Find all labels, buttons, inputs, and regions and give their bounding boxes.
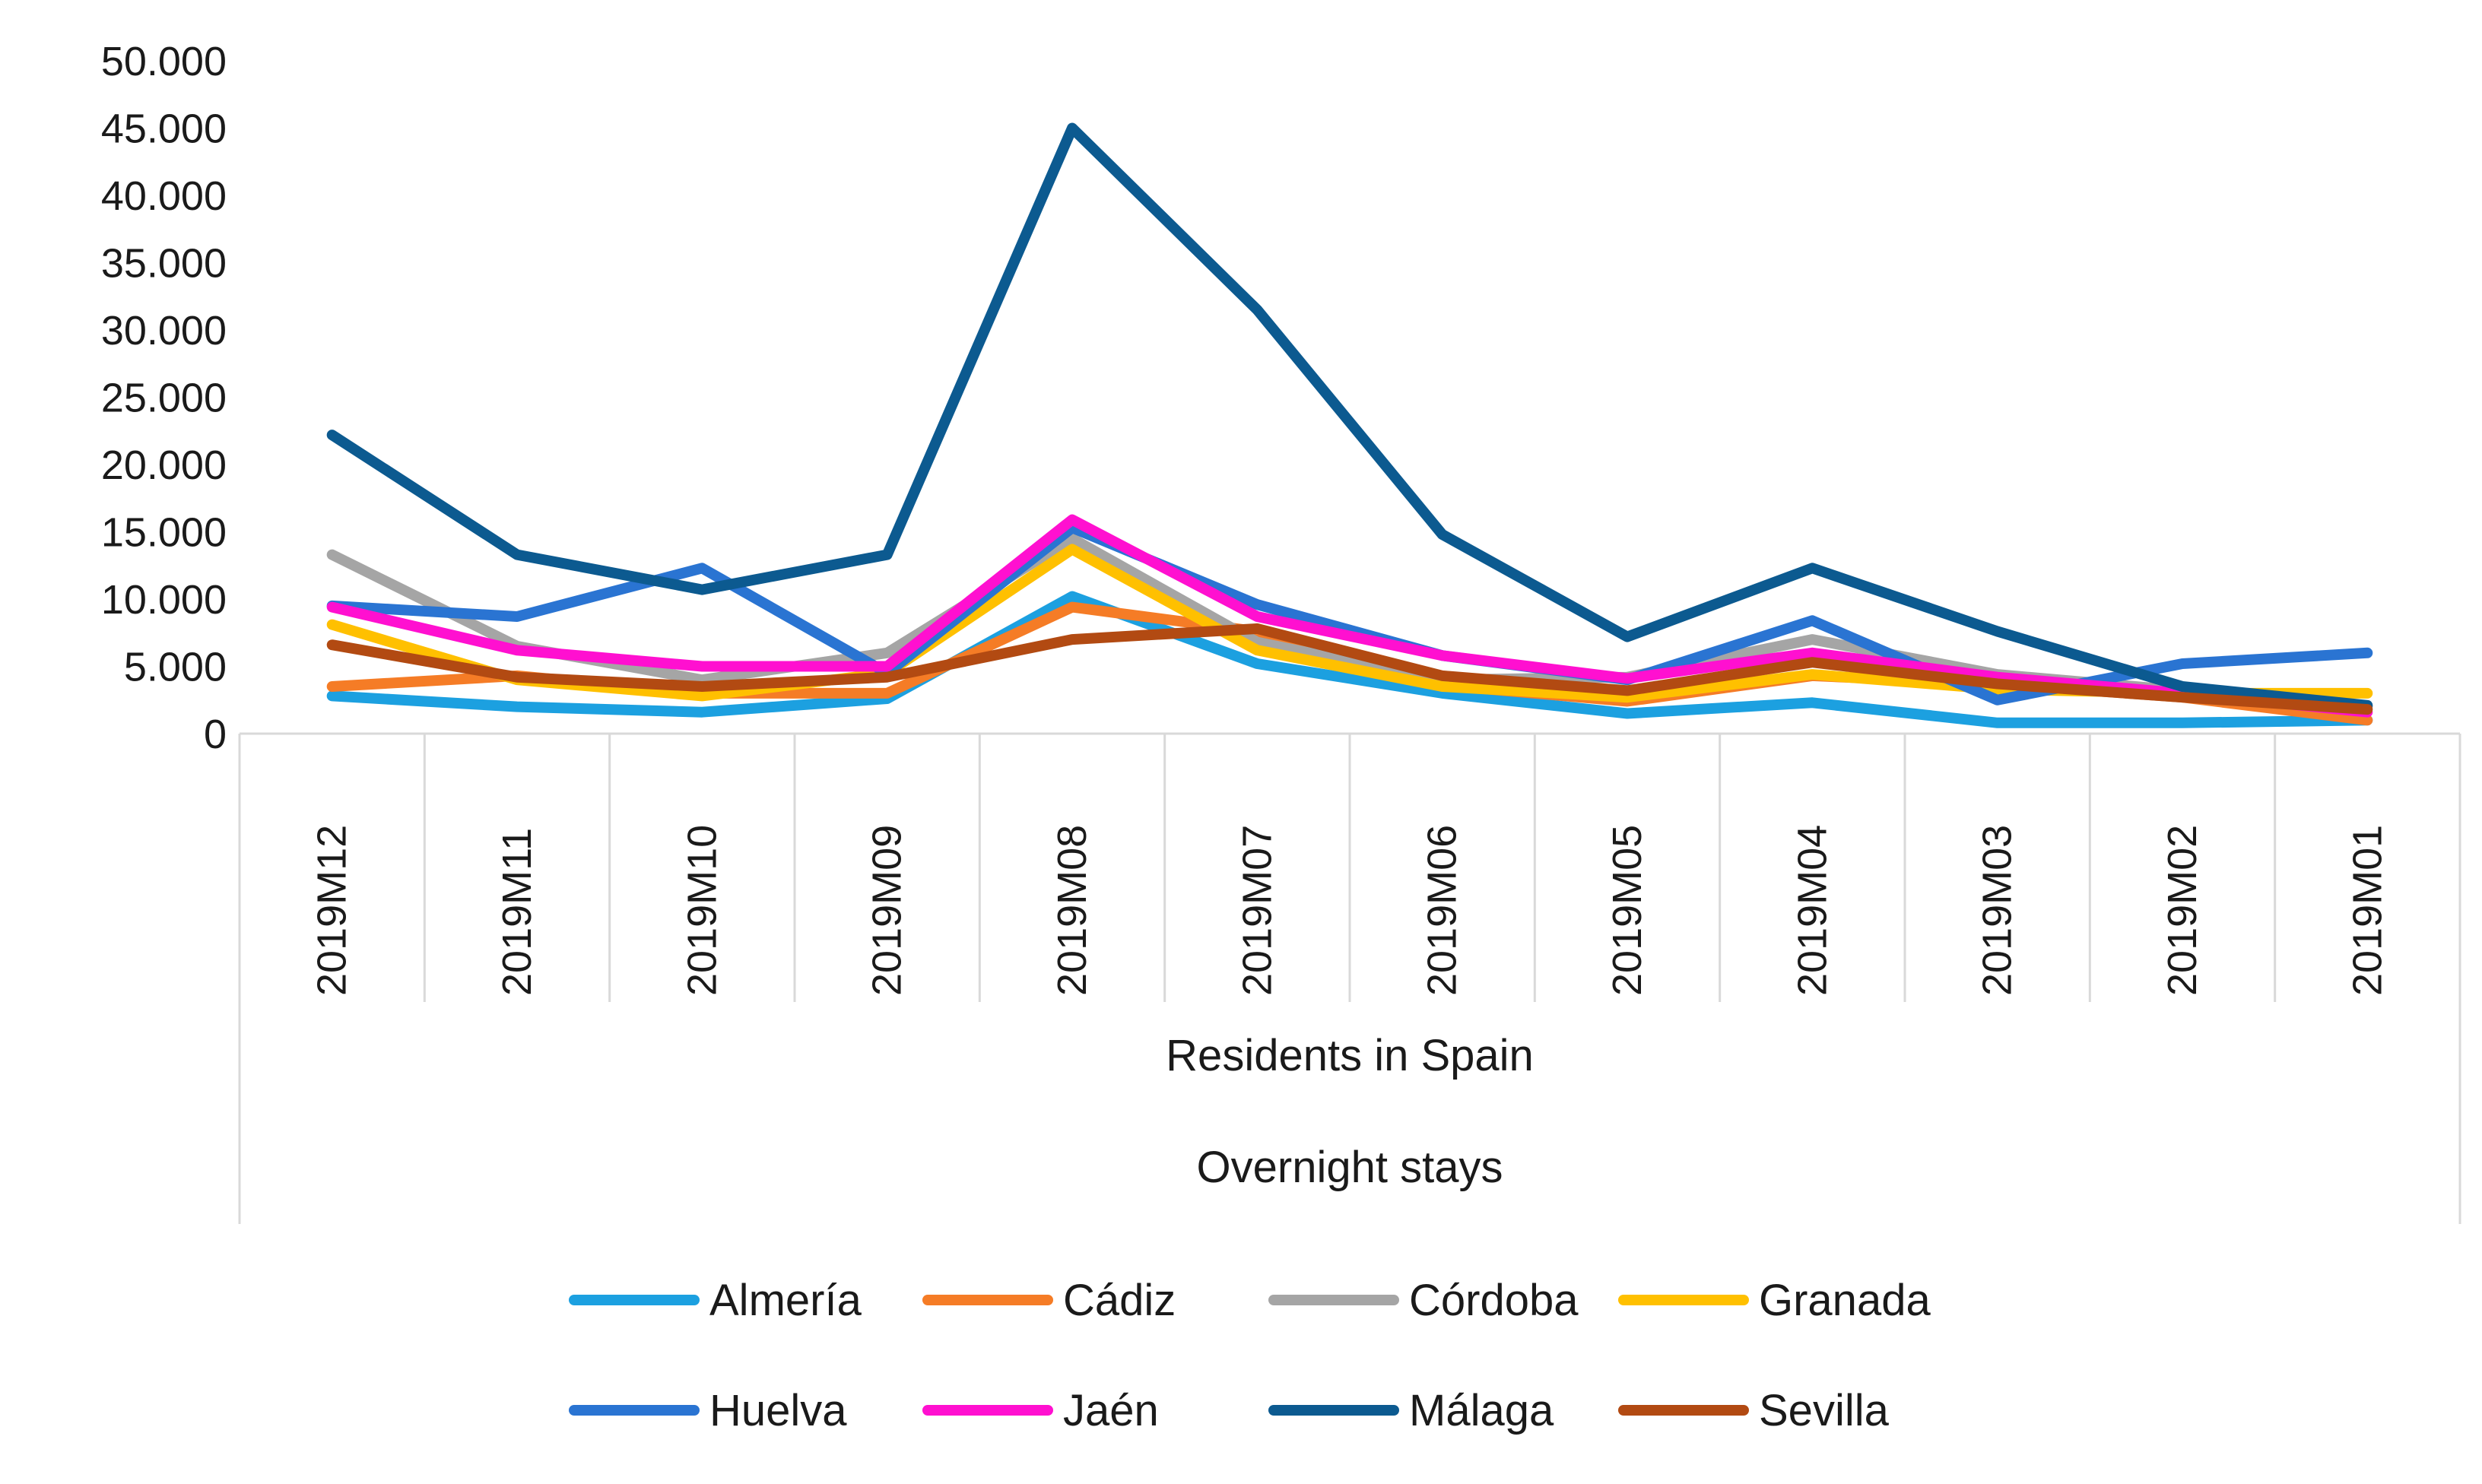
x-category-label: 2019M05 bbox=[1604, 825, 1650, 996]
x-category-label: 2019M04 bbox=[1789, 825, 1835, 996]
legend-item-cordoba: Córdoba bbox=[1268, 1276, 1579, 1325]
x-group-label-residents: Residents in Spain bbox=[1166, 1031, 1534, 1080]
series-line-huelva bbox=[326, 522, 2373, 706]
x-category-label: 2019M07 bbox=[1234, 825, 1280, 996]
y-tick-label: 35.000 bbox=[101, 241, 227, 287]
y-axis: 0 5.000 10.000 15.000 20.000 25.000 30.000 35.0… bbox=[101, 39, 227, 757]
x-category-label: 2019M02 bbox=[2160, 825, 2205, 996]
legend-item-malaga: Málaga bbox=[1268, 1386, 1554, 1435]
series-line-almeria bbox=[326, 591, 2373, 728]
legend-label: Córdoba bbox=[1409, 1276, 1579, 1325]
legend-label: Málaga bbox=[1409, 1386, 1554, 1435]
y-tick-label: 25.000 bbox=[101, 376, 227, 421]
legend-label: Almería bbox=[709, 1276, 862, 1325]
x-category-label: 2019M10 bbox=[679, 825, 725, 996]
y-tick-label: 45.000 bbox=[101, 106, 227, 152]
legend-item-jaen: Jaén bbox=[922, 1386, 1159, 1435]
y-tick-label: 15.000 bbox=[101, 510, 227, 556]
x-category-label: 2019M01 bbox=[2344, 825, 2390, 996]
x-axis: 2019M12 2019M11 2019M10 2019M09 2019M08 2019M… bbox=[238, 732, 2461, 1224]
series-line-sevilla bbox=[326, 623, 2373, 715]
series-line-jaen bbox=[326, 514, 2373, 718]
y-tick-label: 50.000 bbox=[101, 39, 227, 84]
legend: Almería Cádiz Córdoba Granada Huelva Jaén Mála… bbox=[569, 1276, 1931, 1435]
legend-label: Cádiz bbox=[1063, 1276, 1176, 1325]
legend-item-almeria: Almería bbox=[569, 1276, 862, 1325]
legend-label: Huelva bbox=[709, 1386, 847, 1435]
x-category-label: 2019M06 bbox=[1420, 825, 1465, 996]
legend-item-cadiz: Cádiz bbox=[922, 1276, 1176, 1325]
x-category-label: 2019M11 bbox=[494, 828, 540, 996]
x-category-label: 2019M12 bbox=[309, 825, 355, 996]
legend-item-granada: Granada bbox=[1618, 1276, 1931, 1325]
y-tick-label: 20.000 bbox=[101, 442, 227, 488]
y-tick-label: 5.000 bbox=[124, 645, 227, 690]
legend-item-huelva: Huelva bbox=[569, 1386, 847, 1435]
legend-label: Granada bbox=[1759, 1276, 1931, 1325]
legend-label: Jaén bbox=[1063, 1386, 1159, 1435]
legend-item-sevilla: Sevilla bbox=[1618, 1386, 1890, 1435]
y-tick-label: 30.000 bbox=[101, 308, 227, 354]
y-tick-label: 0 bbox=[204, 712, 227, 757]
legend-label: Sevilla bbox=[1759, 1386, 1890, 1435]
y-tick-label: 40.000 bbox=[101, 173, 227, 219]
series-lines bbox=[326, 122, 2373, 728]
x-category-label: 2019M08 bbox=[1049, 825, 1095, 996]
series-line-malaga bbox=[326, 122, 2373, 711]
y-tick-label: 10.000 bbox=[101, 577, 227, 623]
x-category-label: 2019M09 bbox=[865, 825, 910, 996]
x-group-label-overnight: Overnight stays bbox=[1197, 1143, 1503, 1192]
x-category-label: 2019M03 bbox=[1975, 825, 2020, 996]
